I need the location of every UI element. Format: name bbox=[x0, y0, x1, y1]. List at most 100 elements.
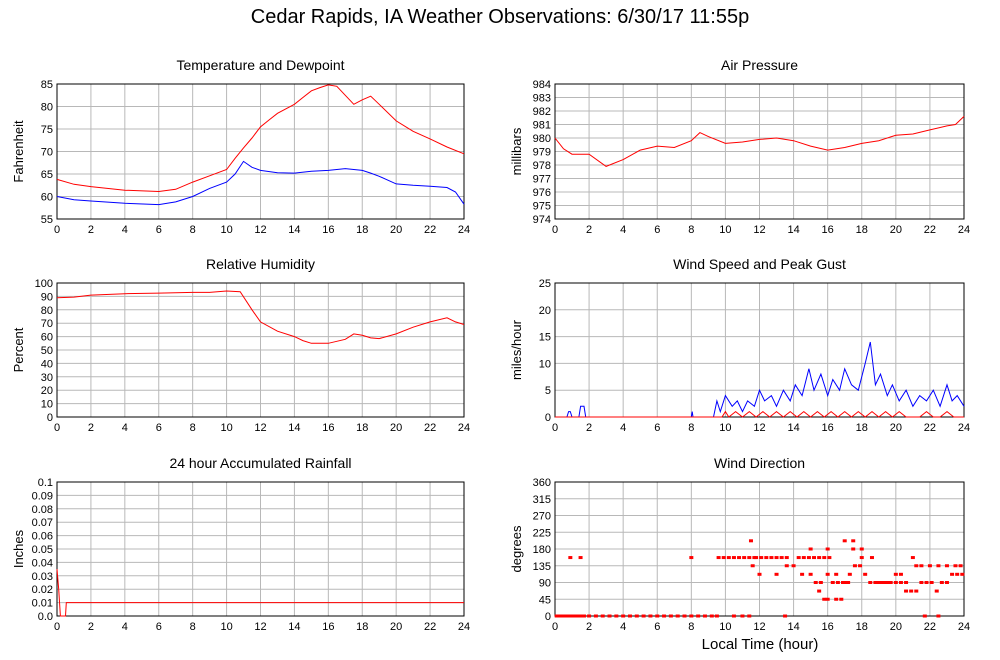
y-axis-label: degrees bbox=[509, 525, 524, 572]
data-point bbox=[702, 614, 707, 618]
data-point bbox=[944, 581, 949, 584]
y-axis-label: Inches bbox=[11, 529, 26, 568]
data-point bbox=[909, 589, 914, 593]
y-tick-label: 80 bbox=[41, 305, 53, 317]
x-tick-label: 22 bbox=[424, 621, 436, 633]
x-tick-label: 0 bbox=[552, 422, 558, 434]
x-tick-label: 14 bbox=[288, 621, 300, 633]
data-point bbox=[607, 614, 612, 618]
data-point bbox=[830, 581, 835, 584]
x-tick-label: 22 bbox=[424, 224, 436, 236]
plot-frame bbox=[554, 83, 965, 220]
data-point bbox=[769, 556, 774, 560]
y-tick-label: 975 bbox=[533, 201, 551, 213]
y-tick-label: 984 bbox=[533, 79, 551, 91]
data-point bbox=[858, 564, 863, 568]
x-tick-label: 16 bbox=[322, 621, 334, 633]
y-tick-label: 0.1 bbox=[38, 477, 53, 489]
x-tick-label: 0 bbox=[54, 621, 60, 633]
data-point bbox=[898, 581, 903, 584]
data-point bbox=[726, 556, 731, 560]
panel-title: Temperature and Dewpoint bbox=[176, 57, 344, 73]
x-tick-label: 6 bbox=[654, 224, 660, 236]
y-tick-label: 0.04 bbox=[32, 557, 53, 569]
data-point bbox=[614, 614, 619, 618]
y-tick-label: 979 bbox=[533, 147, 551, 159]
data-point bbox=[696, 614, 701, 618]
data-point bbox=[791, 564, 796, 568]
plot-frame bbox=[56, 83, 465, 220]
y-tick-label: 135 bbox=[533, 561, 551, 573]
x-tick-label: 12 bbox=[753, 224, 765, 236]
x-tick-label: 14 bbox=[787, 621, 799, 633]
data-point bbox=[742, 556, 747, 560]
y-tick-label: 25 bbox=[539, 278, 551, 290]
chart-panel-2: 0 2 4 6 8 10 12 14 16 18 20 22 249749759769779789799… bbox=[509, 57, 970, 236]
x-tick-label: 20 bbox=[890, 224, 902, 236]
x-tick-label: 22 bbox=[924, 224, 936, 236]
page-title: Cedar Rapids, IA Weather Observations: 6… bbox=[250, 6, 750, 28]
data-point bbox=[953, 564, 958, 568]
data-point bbox=[822, 556, 827, 560]
series-line-1 bbox=[554, 116, 965, 167]
data-point bbox=[904, 581, 909, 584]
data-point bbox=[893, 581, 898, 584]
data-point bbox=[817, 556, 822, 560]
chart-panel-1: 0 2 4 6 8 10 12 14 16 18 20 22 2455606570758085Tempe… bbox=[11, 57, 470, 236]
x-tick-label: 12 bbox=[753, 422, 765, 434]
panel-title: Relative Humidity bbox=[206, 256, 315, 272]
y-tick-label: 10 bbox=[539, 358, 551, 370]
x-tick-label: 2 bbox=[88, 422, 94, 434]
y-tick-label: 976 bbox=[533, 187, 551, 199]
data-point bbox=[662, 614, 667, 618]
x-tick-label: 6 bbox=[156, 224, 162, 236]
data-point bbox=[960, 572, 965, 576]
plot-frame bbox=[56, 481, 465, 617]
y-tick-label: 100 bbox=[35, 278, 53, 290]
x-tick-label: 22 bbox=[924, 422, 936, 434]
y-tick-label: 0.03 bbox=[32, 571, 53, 583]
data-point bbox=[914, 564, 919, 568]
data-point bbox=[655, 614, 660, 618]
data-point bbox=[774, 556, 779, 560]
y-tick-label: 0.01 bbox=[32, 598, 53, 610]
y-tick-label: 978 bbox=[533, 160, 551, 172]
data-point bbox=[881, 581, 886, 584]
data-point bbox=[922, 614, 927, 618]
data-point bbox=[958, 564, 963, 568]
data-point bbox=[869, 556, 874, 560]
y-tick-label: 20 bbox=[539, 305, 551, 317]
data-point bbox=[944, 564, 949, 568]
data-point bbox=[648, 614, 653, 618]
chart-panel-5: 0 2 4 6 8 10 12 14 16 18 20 22 240.00.010.020.030.04… bbox=[11, 455, 470, 633]
y-tick-label: 80 bbox=[41, 102, 53, 114]
data-point bbox=[801, 556, 806, 560]
data-point bbox=[784, 564, 789, 568]
data-point bbox=[561, 614, 566, 618]
x-tick-label: 16 bbox=[822, 224, 834, 236]
x-tick-label: 2 bbox=[586, 224, 592, 236]
data-point bbox=[842, 539, 847, 543]
data-point bbox=[859, 556, 864, 560]
data-point bbox=[689, 614, 694, 618]
x-tick-label: 20 bbox=[890, 422, 902, 434]
data-point bbox=[910, 556, 915, 560]
x-tick-label: 6 bbox=[156, 621, 162, 633]
data-point bbox=[835, 581, 840, 584]
data-point bbox=[593, 614, 598, 618]
data-point bbox=[808, 572, 813, 576]
data-point bbox=[873, 581, 878, 584]
x-tick-label: 16 bbox=[822, 422, 834, 434]
data-point bbox=[834, 597, 839, 601]
data-point bbox=[737, 556, 742, 560]
x-tick-label: 22 bbox=[924, 621, 936, 633]
x-tick-label: 20 bbox=[390, 224, 402, 236]
x-tick-label: 14 bbox=[787, 224, 799, 236]
y-tick-label: 981 bbox=[533, 120, 551, 132]
y-tick-label: 75 bbox=[41, 124, 53, 136]
x-tick-label: 8 bbox=[190, 422, 196, 434]
x-tick-label: 10 bbox=[220, 422, 232, 434]
y-tick-label: 0.02 bbox=[32, 584, 53, 596]
data-point bbox=[621, 614, 626, 618]
x-tick-label: 8 bbox=[688, 224, 694, 236]
